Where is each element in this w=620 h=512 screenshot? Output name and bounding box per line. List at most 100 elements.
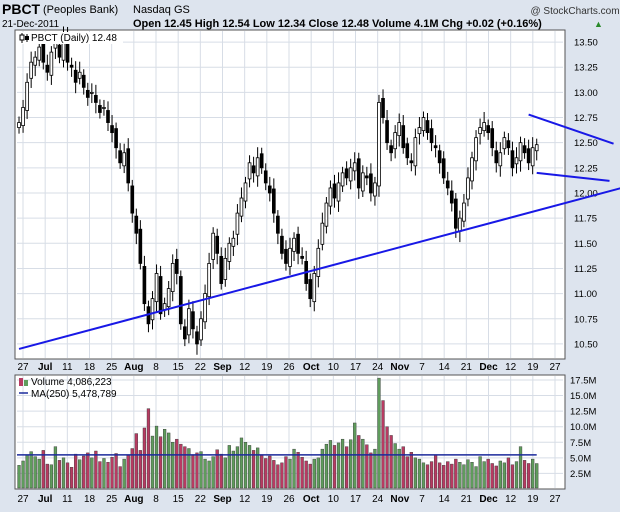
price-candle	[292, 232, 296, 262]
price-candle	[429, 119, 434, 152]
volume-x-tick-label: 10	[328, 494, 340, 505]
candle-body	[85, 89, 90, 98]
price-candle	[405, 137, 410, 166]
candle-body	[207, 263, 211, 298]
price-candle	[77, 61, 82, 85]
candle-body	[37, 46, 42, 61]
volume-x-tick-label: 24	[372, 494, 384, 505]
price-x-tick-label: 15	[173, 362, 185, 373]
volume-bar	[239, 437, 244, 489]
volume-bar	[535, 463, 539, 489]
volume-bar	[527, 463, 531, 489]
header-exchange: Nasdaq GS	[133, 4, 190, 16]
price-candle	[518, 136, 523, 172]
header-quote: Open 12.45 High 12.54 Low 12.34 Close 12…	[133, 18, 542, 30]
price-candle	[284, 240, 288, 271]
price-candle	[389, 139, 393, 162]
price-candle	[215, 228, 220, 265]
candle-body	[312, 273, 317, 303]
price-candle	[203, 284, 207, 330]
volume-bar	[369, 452, 373, 489]
price-legend-label: PBCT (Daily) 12.48	[31, 33, 117, 44]
volume-x-tick-label: 12	[239, 494, 251, 505]
candle-body	[510, 150, 515, 169]
price-candle	[69, 57, 74, 77]
volume-bar	[284, 456, 288, 489]
candle-body	[397, 122, 402, 137]
volume-bar	[316, 457, 320, 489]
candle-body	[284, 248, 288, 264]
price-candle	[478, 118, 482, 145]
price-candle	[98, 99, 102, 119]
volume-bar	[280, 462, 284, 489]
price-candle	[223, 247, 228, 287]
volume-bar	[466, 459, 470, 489]
volume-bar	[231, 450, 235, 489]
candle-body	[215, 235, 220, 254]
price-candle	[369, 163, 373, 202]
candle-body	[530, 147, 535, 167]
volume-bar	[171, 442, 175, 489]
price-candle	[94, 84, 98, 114]
price-candle	[174, 248, 179, 285]
candle-body	[29, 61, 33, 79]
price-candle	[454, 192, 458, 238]
candle-body	[235, 212, 240, 235]
candle-body	[211, 232, 215, 260]
price-candle	[73, 61, 78, 94]
price-candle	[142, 255, 147, 311]
volume-bar	[251, 450, 256, 489]
price-x-tick-label: 27	[549, 362, 561, 373]
price-x-tick-label: 25	[106, 362, 118, 373]
volume-legend-label: Volume 4,086,223	[31, 377, 112, 388]
volume-bar	[199, 451, 203, 489]
price-legend: PBCT (Daily) 12.48	[17, 32, 123, 44]
volume-bar	[219, 453, 223, 489]
candle-body	[316, 247, 321, 277]
volume-bar	[349, 439, 353, 489]
price-x-tick-label: 12	[505, 362, 517, 373]
volume-bar	[243, 442, 248, 489]
candle-body	[470, 157, 474, 182]
candle-body	[142, 266, 147, 305]
price-x-tick-label: 21	[461, 362, 473, 373]
volume-bar	[450, 463, 454, 489]
volume-bar	[25, 454, 29, 489]
price-candle	[296, 226, 300, 265]
volume-x-tick-label: 18	[84, 494, 96, 505]
price-y-tick-label: 13.00	[574, 88, 598, 99]
price-candle	[29, 51, 33, 88]
volume-bar	[37, 458, 41, 489]
candle-body	[340, 172, 345, 187]
volume-bar	[385, 426, 389, 489]
price-candle	[25, 73, 29, 119]
price-candle	[474, 130, 478, 171]
candle-body	[454, 198, 458, 229]
price-candle	[433, 135, 438, 158]
volume-x-tick-label: 11	[62, 494, 73, 505]
price-y-tick-label: 12.25	[574, 163, 598, 174]
candle-body	[506, 140, 511, 149]
price-x-tick-label: Jul	[38, 362, 53, 373]
price-candle	[530, 137, 535, 175]
price-candle	[498, 142, 503, 177]
candle-body	[69, 64, 74, 68]
candle-body	[227, 242, 232, 262]
volume-bar	[167, 432, 171, 489]
volume-x-tick-label: Oct	[303, 494, 320, 505]
candle-body	[280, 235, 284, 254]
price-candle	[263, 163, 268, 191]
candle-body	[272, 188, 276, 214]
candle-body	[381, 98, 385, 118]
price-candle	[102, 99, 106, 116]
price-x-tick-label: Sep	[213, 362, 231, 373]
candle-body	[98, 105, 102, 113]
volume-bar	[223, 457, 227, 489]
volume-bar	[417, 458, 422, 489]
volume-bar	[413, 457, 417, 489]
volume-bar	[292, 448, 296, 489]
volume-bar	[29, 451, 33, 489]
candle-body	[385, 120, 389, 144]
volume-bar	[510, 464, 515, 489]
price-x-tick-label: Aug	[124, 362, 143, 373]
